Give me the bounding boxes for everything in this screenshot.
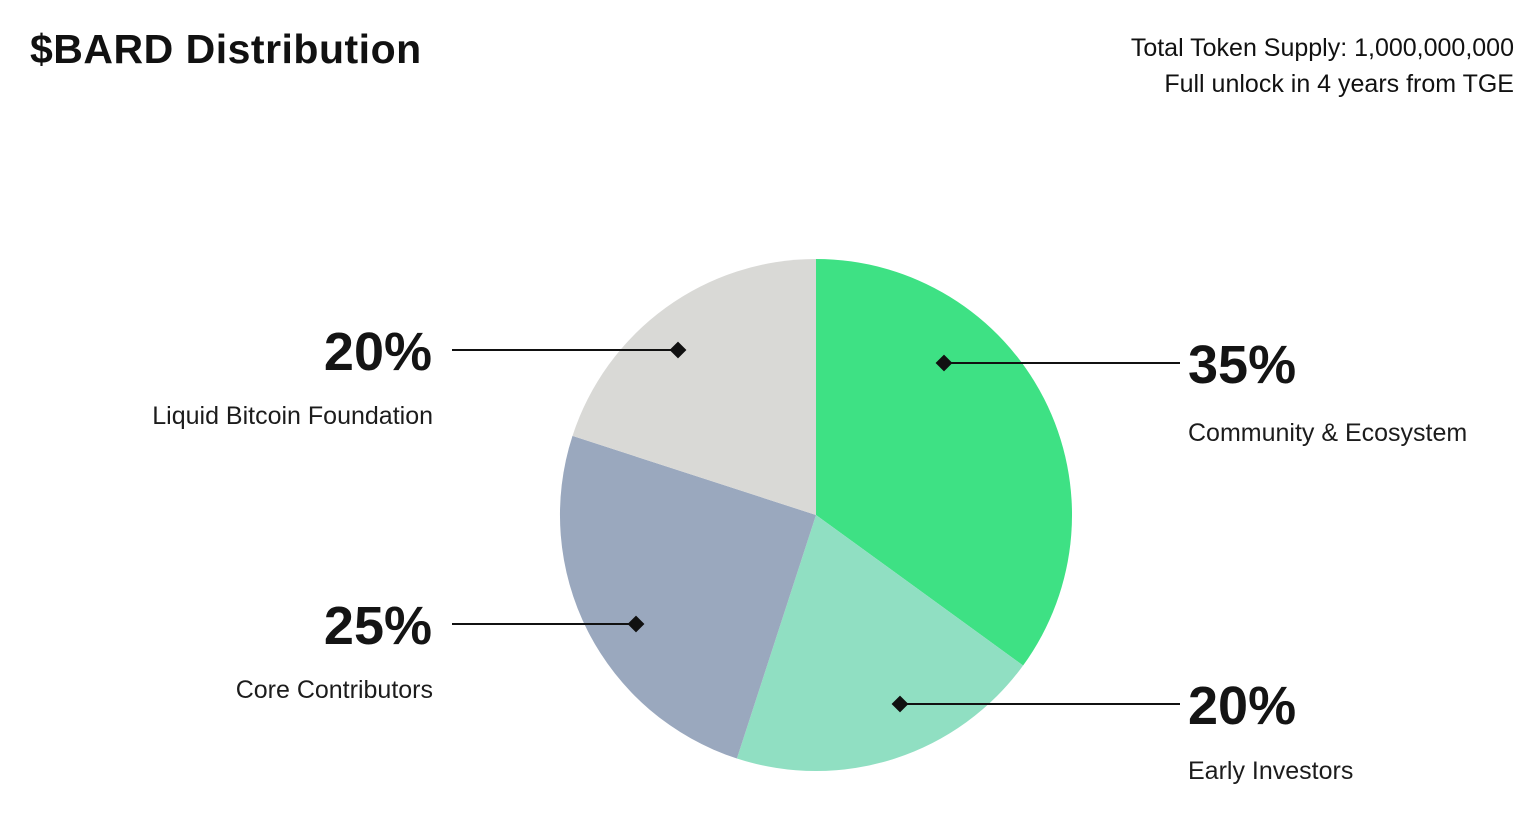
pie-slice-liquid-bitcoin-foundation (572, 258, 816, 515)
cat-label-core-contributors: Core Contributors (235, 676, 433, 704)
pct-label-liquid-bitcoin-foundation: 20% (323, 322, 432, 382)
leader-marker-early-investors-diamond-icon (891, 695, 909, 713)
cat-label-early-investors: Early Investors (1188, 757, 1354, 785)
pct-label-early-investors: 20% (1188, 676, 1297, 736)
total-supply-text: Total Token Supply: 1,000,000,000 (1130, 34, 1514, 62)
leader-marker-community-ecosystem-diamond-icon (935, 354, 953, 372)
pie-slice-early-investors (736, 515, 1024, 772)
pct-label-core-contributors: 25% (323, 596, 432, 656)
leader-marker-liquid-bitcoin-foundation-diamond-icon (669, 341, 687, 359)
leader-lines (452, 341, 1180, 713)
pie-slices (559, 258, 1073, 772)
pie-slice-community-ecosystem (816, 259, 1073, 666)
leader-marker-core-contributors-diamond-icon (627, 615, 645, 633)
cat-label-liquid-bitcoin-foundation: Liquid Bitcoin Foundation (152, 402, 433, 430)
unlock-schedule-text: Full unlock in 4 years from TGE (1164, 70, 1514, 98)
pie-slice-core-contributors (559, 435, 816, 759)
cat-label-community-ecosystem: Community & Ecosystem (1188, 419, 1468, 447)
page-title: $BARD Distribution (30, 26, 422, 72)
token-supply-info: Total Token Supply: 1,000,000,000 Full u… (1131, 30, 1514, 102)
pct-label-community-ecosystem: 35% (1188, 335, 1297, 395)
